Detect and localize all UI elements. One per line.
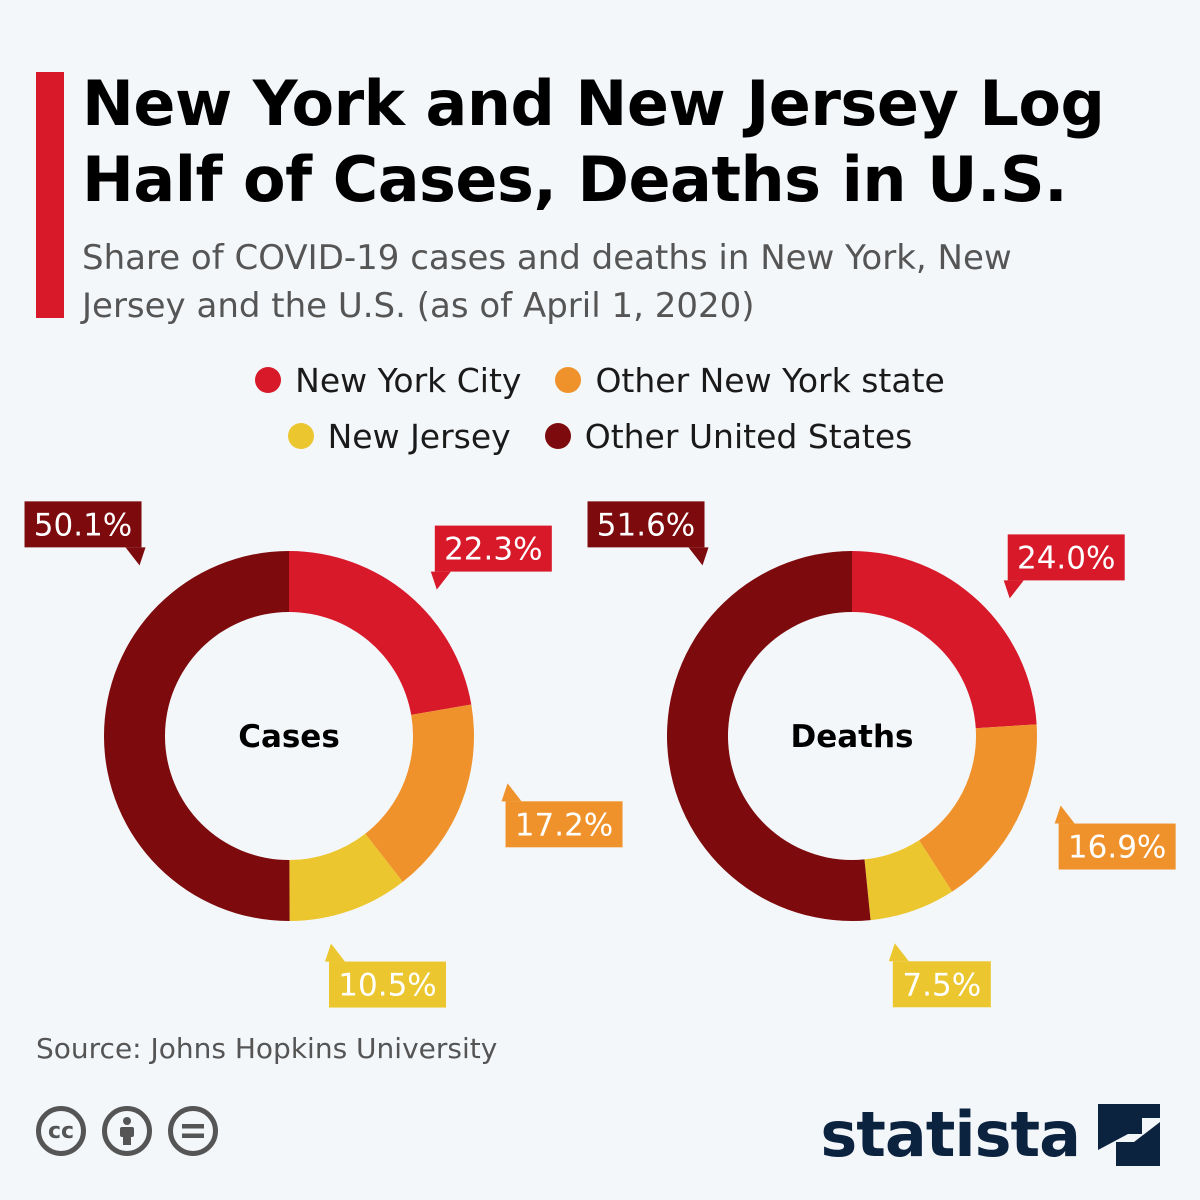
value-label: 24.0% — [1017, 540, 1115, 576]
value-label: 7.5% — [902, 967, 981, 1003]
slice-new-york-city — [289, 551, 472, 715]
person-glyph — [120, 1117, 134, 1145]
legend-label: New Jersey — [327, 416, 511, 456]
data-label-new-jersey: 7.5% — [888, 943, 991, 1008]
statista-brand[interactable]: statista — [820, 1098, 1160, 1171]
label-pointer — [888, 943, 909, 962]
label-box — [505, 801, 623, 848]
label-pointer — [688, 547, 709, 566]
legend-item-other-new-york-state: Other New York state — [555, 360, 945, 400]
value-label: 51.6% — [597, 507, 695, 543]
legend-label: Other New York state — [595, 360, 945, 400]
attribution-icon[interactable] — [102, 1106, 152, 1156]
data-label-new-york-city: 22.3% — [430, 525, 552, 590]
slice-new-jersey — [864, 840, 953, 921]
data-label-other-united-states: 51.6% — [587, 501, 709, 566]
brand-name: statista — [820, 1098, 1081, 1171]
legend-row: New Jersey Other United States — [0, 408, 1200, 464]
slice-other-new-york-state — [919, 724, 1037, 892]
legend-swatch-other-united-states — [544, 423, 571, 449]
legend-row: New York City Other New York state — [0, 352, 1200, 408]
label-box — [587, 501, 705, 548]
label-box — [434, 525, 552, 572]
label-box — [24, 501, 142, 548]
label-pointer — [1003, 580, 1024, 599]
chart-subtitle: Share of COVID-19 cases and deaths in Ne… — [82, 238, 1012, 326]
label-pointer — [125, 547, 146, 566]
title-accent-bar — [36, 72, 64, 318]
donut-center-label: Deaths — [790, 719, 913, 755]
label-box — [1007, 534, 1125, 581]
value-label: 10.5% — [338, 968, 436, 1004]
value-label: 16.9% — [1068, 830, 1166, 866]
legend-swatch-new-york-city — [255, 367, 282, 393]
license-icons: cc — [36, 1106, 218, 1156]
legend-swatch-other-new-york-state — [555, 367, 582, 393]
data-label-other-new-york-state: 16.9% — [1054, 805, 1176, 870]
label-box — [892, 961, 991, 1008]
legend-item-new-jersey: New Jersey — [287, 416, 511, 456]
legend-item-other-united-states: Other United States — [544, 416, 913, 456]
data-label-new-york-city: 24.0% — [1003, 534, 1125, 599]
label-pointer — [325, 943, 346, 962]
donut-cases: 22.3% 17.2% 10.5% 50.1% Cases — [24, 501, 623, 1008]
slice-other-united-states — [666, 551, 871, 921]
equals-glyph — [182, 1124, 204, 1138]
legend-label: New York City — [295, 360, 522, 400]
cc-icon[interactable]: cc — [36, 1106, 86, 1156]
label-pointer — [501, 783, 522, 802]
source-note: Source: Johns Hopkins University — [36, 1032, 498, 1065]
label-box — [329, 961, 447, 1008]
label-pointer — [1054, 805, 1075, 824]
slice-other-united-states — [103, 551, 290, 922]
data-label-other-united-states: 50.1% — [24, 501, 146, 566]
legend: New York City Other New York state New J… — [0, 352, 1200, 464]
legend-swatch-new-jersey — [287, 423, 314, 449]
legend-label: Other United States — [584, 416, 913, 456]
value-label: 50.1% — [34, 507, 132, 543]
donut-center-label: Cases — [238, 719, 340, 755]
data-label-new-jersey: 10.5% — [325, 943, 447, 1008]
label-box — [1058, 823, 1176, 870]
value-label: 17.2% — [515, 807, 613, 843]
statista-logo-icon — [1098, 1103, 1160, 1166]
legend-item-new-york-city: New York City — [255, 361, 521, 400]
slice-new-jersey — [289, 833, 403, 921]
slice-other-new-york-state — [365, 704, 475, 882]
no-derivatives-icon[interactable] — [168, 1106, 218, 1156]
donut-deaths: 24.0% 16.9% 7.5% 51.6% Deaths — [587, 501, 1176, 1008]
label-pointer — [430, 571, 451, 590]
chart-title: New York and New Jersey Log Half of Case… — [82, 67, 1105, 216]
data-label-other-new-york-state: 17.2% — [501, 783, 623, 848]
value-label: 22.3% — [444, 532, 542, 568]
slice-new-york-city — [852, 551, 1037, 729]
